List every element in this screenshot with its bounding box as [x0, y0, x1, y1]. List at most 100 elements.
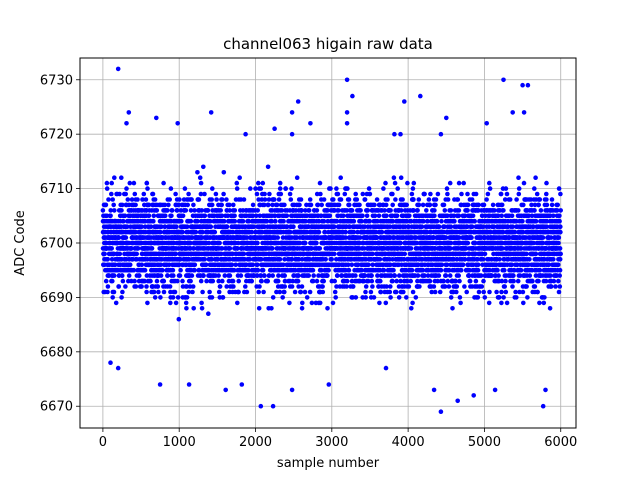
- data-point: [338, 175, 344, 180]
- data-point: [168, 186, 174, 191]
- data-point: [461, 180, 467, 186]
- data-point: [289, 284, 295, 289]
- data-point: [402, 251, 408, 257]
- data-point: [314, 208, 320, 213]
- data-point: [452, 218, 457, 224]
- data-point: [191, 246, 197, 251]
- data-point: [205, 208, 211, 213]
- data-point: [201, 273, 206, 278]
- data-point: [420, 202, 426, 208]
- data-point: [158, 273, 164, 278]
- data-point: [391, 175, 397, 180]
- data-point: [248, 186, 253, 191]
- data-point: [377, 300, 382, 306]
- data-point: [220, 278, 225, 284]
- data-point: [358, 208, 363, 213]
- data-point: [104, 180, 110, 186]
- data-point: [354, 197, 360, 202]
- data-point: [144, 289, 149, 295]
- data-point: [224, 224, 230, 229]
- data-point: [332, 278, 338, 284]
- data-point: [208, 224, 214, 229]
- data-point: [316, 229, 322, 235]
- data-point: [170, 295, 176, 300]
- data-point: [249, 278, 254, 284]
- data-point: [180, 213, 186, 219]
- data-point: [441, 202, 447, 208]
- data-point: [288, 197, 294, 202]
- data-point: [259, 278, 264, 284]
- data-point: [398, 240, 403, 246]
- data-point: [275, 278, 281, 284]
- data-point: [176, 202, 181, 208]
- data-point: [221, 170, 227, 175]
- data-point: [240, 218, 246, 224]
- data-point: [272, 197, 277, 202]
- data-point: [372, 202, 377, 208]
- data-point: [102, 251, 107, 257]
- data-point: [241, 197, 247, 202]
- data-point: [473, 191, 479, 197]
- data-point: [302, 240, 308, 246]
- data-point: [189, 197, 194, 202]
- data-point: [372, 213, 378, 219]
- data-point: [112, 208, 117, 213]
- data-point: [265, 164, 271, 170]
- data-point: [433, 202, 438, 208]
- data-point: [199, 300, 204, 306]
- data-point: [218, 208, 223, 213]
- data-point: [116, 284, 122, 289]
- data-point: [371, 295, 377, 300]
- data-point: [184, 224, 190, 229]
- data-point: [441, 278, 447, 284]
- data-point: [302, 289, 308, 295]
- data-point: [192, 267, 197, 273]
- data-point: [209, 202, 215, 208]
- data-point: [318, 191, 323, 197]
- data-point: [377, 257, 383, 262]
- data-point: [351, 218, 357, 224]
- data-point: [207, 289, 212, 295]
- data-point: [142, 267, 148, 273]
- data-point: [143, 197, 149, 202]
- data-point: [311, 273, 317, 278]
- data-point: [173, 300, 179, 306]
- data-point: [109, 180, 114, 186]
- data-point: [434, 218, 440, 224]
- data-point: [363, 284, 369, 289]
- data-point: [134, 251, 139, 257]
- data-point: [119, 175, 124, 180]
- data-point: [172, 289, 178, 295]
- data-point: [410, 186, 416, 191]
- data-point: [411, 197, 416, 202]
- data-point: [282, 289, 287, 295]
- data-point: [170, 267, 176, 273]
- data-point: [261, 289, 266, 295]
- data-point: [436, 273, 442, 278]
- data-point: [460, 262, 466, 268]
- data-point: [388, 295, 393, 300]
- data-point: [424, 208, 429, 213]
- data-point: [473, 278, 479, 284]
- data-point: [236, 278, 241, 284]
- data-point: [360, 191, 366, 197]
- data-point: [125, 197, 131, 202]
- data-point: [459, 191, 464, 197]
- data-point: [234, 186, 240, 191]
- data-point: [465, 208, 470, 213]
- data-point: [400, 197, 405, 202]
- data-point: [155, 284, 161, 289]
- data-point: [234, 180, 240, 186]
- data-point: [291, 224, 296, 229]
- data-point: [119, 208, 124, 213]
- data-point: [168, 300, 173, 306]
- data-point: [254, 262, 260, 268]
- data-point: [178, 267, 183, 273]
- data-point: [260, 267, 266, 273]
- data-point: [256, 289, 262, 295]
- data-point: [408, 246, 414, 251]
- data-point: [447, 180, 453, 186]
- data-point: [200, 289, 205, 295]
- data-point: [448, 295, 454, 300]
- data-point: [168, 289, 173, 295]
